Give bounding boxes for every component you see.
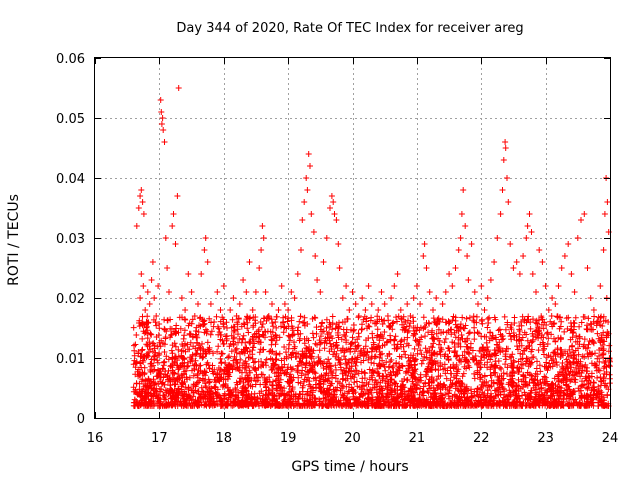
- y-tick-label: 0.06: [56, 52, 85, 67]
- y-tick-label: 0.04: [56, 172, 85, 187]
- y-tick-label: 0.02: [56, 292, 85, 307]
- y-tick-label: 0: [77, 412, 85, 427]
- grid-lines: [95, 58, 610, 418]
- x-tick-label: 21: [409, 431, 426, 446]
- y-axis-label: ROTI / TECUs: [6, 194, 22, 286]
- x-tick-label: 19: [280, 431, 297, 446]
- chart-title: Day 344 of 2020, Rate Of TEC Index for r…: [176, 21, 523, 36]
- x-axis-label: GPS time / hours: [291, 459, 408, 475]
- x-tick-labels: 16 17 18 19 20 21 22 23 24: [87, 431, 619, 446]
- x-tick-label: 18: [215, 431, 232, 446]
- x-tick-label: 16: [87, 431, 104, 446]
- plot-frame: [94, 57, 611, 419]
- x-tick-label: 22: [473, 431, 490, 446]
- y-tick-label: 0.05: [56, 112, 85, 127]
- y-tick-label: 0.03: [56, 232, 85, 247]
- roti-point-markers: [130, 85, 613, 409]
- x-tick-label: 20: [344, 431, 361, 446]
- y-tick-labels: 0 0.01 0.02 0.03 0.04 0.05 0.06: [56, 52, 85, 427]
- data-points: [130, 85, 613, 409]
- x-tick-label: 24: [602, 431, 619, 446]
- x-tick-label: 23: [537, 431, 554, 446]
- x-tick-label: 17: [151, 431, 168, 446]
- y-tick-label: 0.01: [56, 352, 85, 367]
